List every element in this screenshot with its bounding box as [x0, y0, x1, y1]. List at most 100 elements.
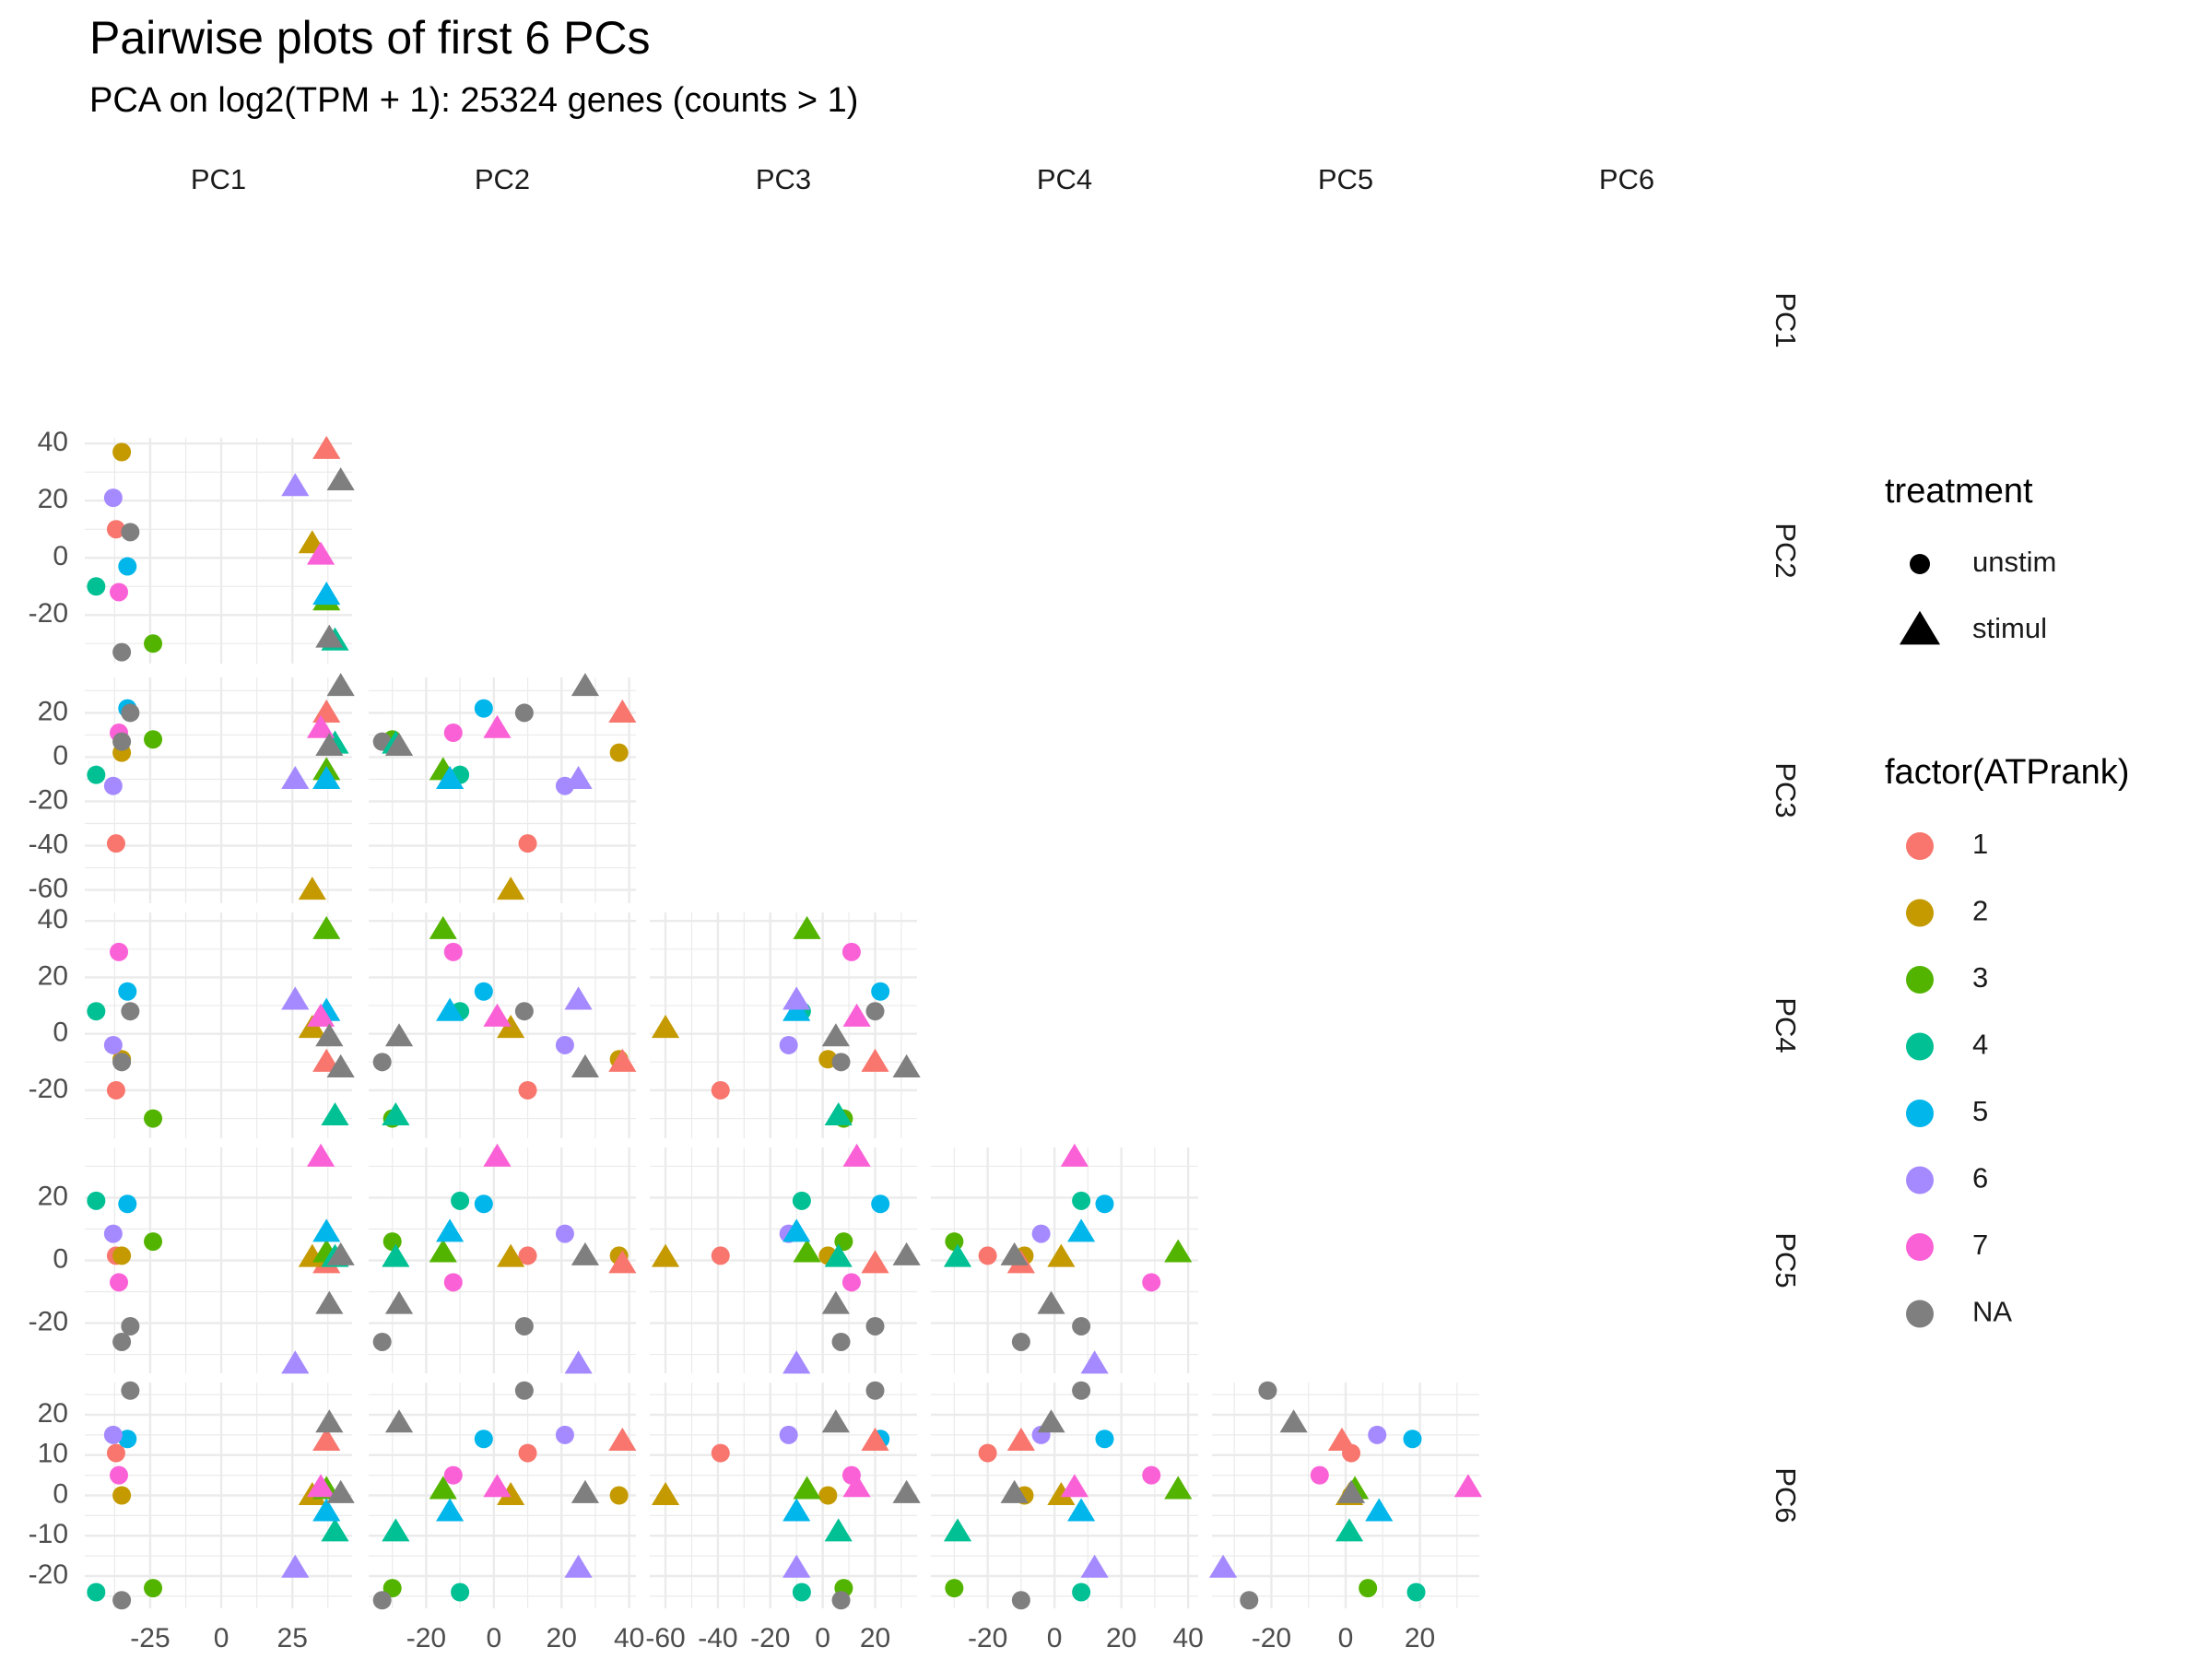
point-unstim-rank-6 — [103, 1224, 123, 1243]
point-unstim-rank-1 — [711, 1080, 730, 1100]
point-unstim-rank-3 — [382, 1232, 402, 1252]
point-unstim-rank-1 — [518, 834, 537, 853]
panel-PC6-vs-PC5: -20 0 20 — [1209, 1381, 1482, 1653]
panel-PC6-vs-PC3: -60 -40 -20 0 20 — [645, 1381, 921, 1653]
point-unstim-rank-7 — [841, 1273, 861, 1292]
point-unstim-rank-4 — [1072, 1191, 1091, 1210]
point-stimul-rank-2 — [651, 1481, 680, 1506]
point-stimul-rank-NA — [892, 1479, 921, 1503]
point-stimul-rank-5 — [312, 1498, 341, 1522]
y-tick-label-PC3: -40 — [29, 829, 68, 859]
legend-title-atprank: factor(ATPrank) — [1885, 753, 2129, 792]
point-stimul-rank-4 — [943, 1518, 972, 1542]
point-stimul-rank-NA — [315, 624, 344, 648]
point-unstim-rank-NA — [514, 1316, 534, 1335]
panel-PC4-vs-PC2 — [369, 912, 637, 1138]
point-stimul-rank-3 — [1164, 1239, 1193, 1263]
point-unstim-rank-6 — [555, 1035, 574, 1054]
strip-col-PC1: PC1 — [191, 163, 246, 195]
point-unstim-rank-NA — [121, 1381, 140, 1400]
point-unstim-rank-1 — [106, 1080, 125, 1100]
panel-PC2-vs-PC1: -20 0 20 40 — [29, 427, 355, 664]
point-stimul-rank-2 — [497, 877, 525, 900]
x-tick-label-PC5: 0 — [1338, 1623, 1354, 1653]
legend-key-rank-7 — [1906, 1233, 1934, 1261]
y-tick-label-PC5: -20 — [29, 1306, 68, 1336]
point-stimul-rank-3 — [1164, 1476, 1193, 1500]
x-tick-label-PC2: 40 — [614, 1623, 644, 1653]
point-stimul-rank-7 — [1453, 1474, 1482, 1498]
point-unstim-rank-4 — [87, 1002, 106, 1021]
point-stimul-rank-3 — [312, 915, 341, 939]
point-unstim-rank-NA — [121, 1316, 140, 1335]
point-unstim-rank-6 — [779, 1035, 798, 1054]
point-unstim-rank-7 — [110, 942, 129, 961]
point-unstim-rank-5 — [1403, 1430, 1422, 1449]
point-stimul-rank-1 — [1006, 1427, 1035, 1451]
point-unstim-rank-2 — [609, 1486, 629, 1505]
point-stimul-rank-5 — [312, 582, 341, 606]
point-unstim-rank-1 — [518, 1080, 537, 1100]
panel-PC5-vs-PC4 — [931, 1143, 1198, 1374]
point-stimul-rank-NA — [571, 673, 600, 697]
point-stimul-rank-4 — [943, 1243, 972, 1267]
point-unstim-rank-NA — [865, 1316, 885, 1335]
point-stimul-rank-7 — [306, 1003, 335, 1027]
legend-label-stimul: stimul — [1972, 612, 2047, 644]
point-unstim-rank-4 — [451, 1583, 470, 1602]
x-tick-label-PC4: 20 — [1106, 1623, 1136, 1653]
point-stimul-rank-7 — [842, 1474, 871, 1498]
point-unstim-rank-1 — [711, 1443, 730, 1463]
point-stimul-rank-4 — [382, 1243, 410, 1267]
y-tick-label-PC6: -10 — [29, 1519, 68, 1549]
point-stimul-rank-7 — [306, 1474, 335, 1498]
point-unstim-rank-5 — [474, 982, 493, 1001]
point-unstim-rank-6 — [555, 1425, 574, 1444]
x-tick-label-PC3: 20 — [860, 1623, 890, 1653]
y-tick-label-PC6: 20 — [38, 1398, 68, 1429]
point-unstim-rank-5 — [118, 1194, 137, 1214]
point-stimul-rank-6 — [1080, 1554, 1109, 1578]
point-stimul-rank-6 — [782, 986, 811, 1010]
point-unstim-rank-5 — [118, 557, 137, 576]
point-stimul-rank-3 — [793, 915, 821, 939]
point-unstim-rank-6 — [103, 1425, 123, 1444]
point-unstim-rank-6 — [555, 1224, 574, 1243]
point-unstim-rank-5 — [871, 1194, 890, 1214]
point-stimul-rank-NA — [315, 732, 344, 756]
point-unstim-rank-NA — [1072, 1316, 1091, 1335]
point-unstim-rank-NA — [372, 1591, 392, 1610]
point-unstim-rank-NA — [121, 1002, 140, 1021]
point-unstim-rank-NA — [831, 1591, 851, 1610]
point-stimul-rank-5 — [782, 1498, 811, 1522]
strip-col-PC4: PC4 — [1037, 163, 1092, 195]
point-stimul-rank-5 — [436, 997, 465, 1021]
point-stimul-rank-7 — [483, 714, 512, 738]
strip-row-PC5: PC5 — [1770, 1232, 1802, 1288]
point-unstim-rank-3 — [945, 1579, 964, 1598]
panel-PC3-vs-PC2 — [369, 673, 637, 903]
point-unstim-rank-3 — [144, 1579, 163, 1598]
legend-label-rank-6: 6 — [1972, 1162, 1988, 1194]
point-stimul-rank-5 — [436, 765, 465, 790]
legend-key-rank-2 — [1906, 899, 1934, 927]
point-unstim-rank-NA — [121, 523, 140, 542]
legend-label-rank-5: 5 — [1972, 1095, 1988, 1127]
point-stimul-rank-NA — [326, 467, 355, 491]
point-stimul-rank-6 — [564, 1554, 593, 1578]
point-unstim-rank-5 — [1095, 1194, 1114, 1214]
x-tick-label-PC2: 20 — [547, 1623, 577, 1653]
point-unstim-rank-6 — [103, 488, 123, 508]
point-stimul-rank-6 — [281, 986, 310, 1010]
panel-PC5-vs-PC3 — [650, 1143, 921, 1374]
point-stimul-rank-NA — [821, 1023, 850, 1047]
point-unstim-rank-NA — [514, 1381, 534, 1400]
point-stimul-rank-6 — [1080, 1350, 1109, 1374]
point-stimul-rank-NA — [384, 1409, 414, 1433]
point-unstim-rank-4 — [87, 1191, 106, 1210]
point-stimul-rank-2 — [651, 1243, 680, 1267]
panel-PC5-vs-PC1: -20 0 20 — [29, 1143, 355, 1374]
point-stimul-rank-5 — [1067, 1498, 1096, 1522]
point-unstim-rank-3 — [945, 1232, 964, 1252]
point-stimul-rank-3 — [793, 1476, 821, 1500]
